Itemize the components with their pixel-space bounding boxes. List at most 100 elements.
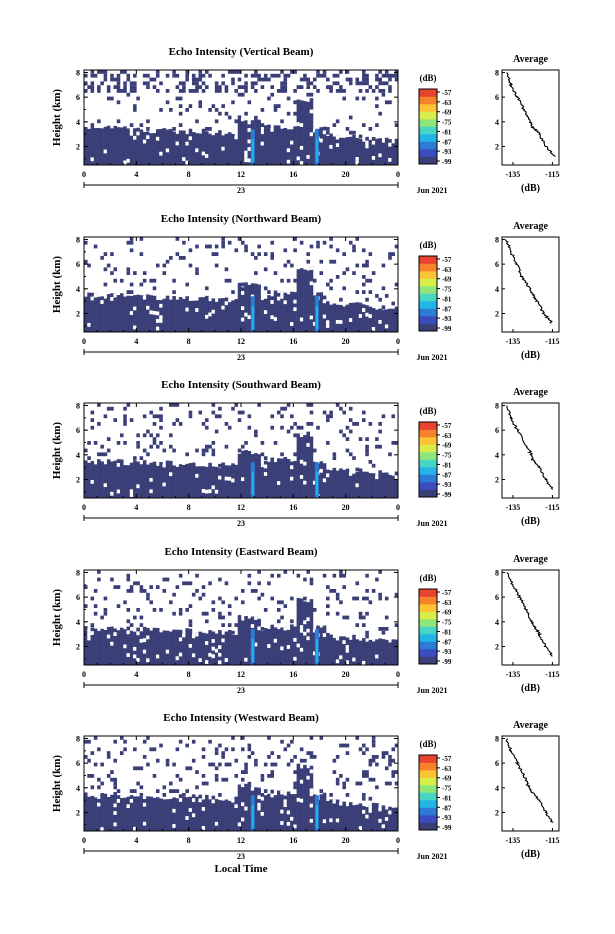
echo-cell bbox=[391, 441, 396, 445]
echo-cell bbox=[355, 467, 360, 472]
echo-cell bbox=[247, 100, 252, 105]
echo-column bbox=[241, 450, 245, 498]
echo-column bbox=[247, 781, 252, 831]
colorbar-swatch bbox=[419, 89, 437, 97]
echo-cell bbox=[329, 85, 333, 89]
echo-column bbox=[342, 801, 346, 831]
data-gap bbox=[136, 792, 140, 797]
echo-cell bbox=[368, 290, 373, 294]
echo-column bbox=[319, 794, 324, 831]
echo-cell bbox=[381, 305, 386, 310]
echo-cell bbox=[299, 425, 304, 430]
echo-cell bbox=[365, 747, 369, 752]
colorbar-swatch bbox=[419, 286, 437, 294]
echo-column bbox=[149, 630, 153, 665]
echo-cell bbox=[280, 70, 284, 74]
data-gap bbox=[286, 159, 291, 164]
echo-column bbox=[244, 282, 248, 332]
echo-cell bbox=[394, 77, 399, 82]
data-gap bbox=[254, 616, 258, 620]
echo-column bbox=[126, 128, 131, 165]
echo-cell bbox=[211, 762, 216, 767]
echo-cell bbox=[155, 585, 160, 589]
echo-cell bbox=[345, 743, 350, 748]
echo-cell bbox=[106, 89, 111, 93]
echo-cell bbox=[169, 789, 173, 793]
data-gap bbox=[211, 646, 216, 651]
data-gap bbox=[309, 281, 314, 286]
echo-cell bbox=[214, 774, 219, 778]
echo-column bbox=[394, 138, 399, 165]
echo-cell bbox=[185, 452, 189, 457]
echo-cell bbox=[97, 89, 101, 93]
echo-cell bbox=[365, 278, 369, 283]
echo-cell bbox=[384, 294, 389, 298]
echo-cell bbox=[267, 755, 271, 759]
colorbar-swatch bbox=[419, 422, 437, 430]
data-gap bbox=[293, 637, 297, 642]
data-gap bbox=[296, 122, 301, 127]
echo-cell bbox=[198, 85, 203, 89]
colorbar-swatch bbox=[419, 104, 437, 112]
echo-cell bbox=[309, 410, 314, 415]
data-gap bbox=[129, 128, 134, 132]
echo-cell bbox=[273, 104, 278, 108]
echo-cell bbox=[384, 81, 389, 86]
echo-cell bbox=[335, 73, 340, 78]
echo-cell bbox=[237, 418, 242, 422]
echo-cell bbox=[116, 81, 121, 86]
echo-cell bbox=[195, 119, 199, 124]
echo-cell bbox=[355, 736, 360, 740]
echo-cell bbox=[155, 414, 160, 419]
echo-cell bbox=[103, 414, 108, 419]
data-gap bbox=[172, 808, 176, 813]
colorbar-tick-label: -75 bbox=[442, 785, 452, 793]
echo-cell bbox=[348, 240, 353, 245]
echo-cell bbox=[106, 755, 111, 759]
x-tick-label: 20 bbox=[342, 170, 350, 179]
echo-cell bbox=[214, 244, 219, 249]
echo-cell bbox=[224, 762, 229, 767]
data-gap bbox=[224, 658, 229, 662]
echo-cell bbox=[342, 433, 346, 438]
colorbar-swatch bbox=[419, 323, 437, 332]
echo-cell bbox=[221, 600, 225, 605]
profile-y-tick-label: 2 bbox=[495, 309, 499, 318]
echo-cell bbox=[113, 77, 118, 82]
echo-cell bbox=[299, 85, 304, 89]
echo-cell bbox=[257, 252, 261, 256]
echo-cell bbox=[133, 73, 137, 78]
echo-cell bbox=[286, 73, 291, 78]
echo-cell bbox=[162, 785, 167, 790]
echo-cell bbox=[283, 85, 288, 89]
data-gap bbox=[198, 798, 203, 803]
echo-cell bbox=[355, 96, 360, 101]
bright-echo-core bbox=[251, 472, 254, 495]
echo-cell bbox=[378, 592, 382, 597]
echo-cell bbox=[348, 429, 353, 434]
echo-cell bbox=[152, 437, 157, 441]
echo-cell bbox=[257, 244, 261, 249]
data-gap bbox=[159, 303, 163, 308]
echo-cell bbox=[371, 271, 376, 275]
echo-cell bbox=[260, 77, 265, 82]
echo-cell bbox=[283, 77, 288, 82]
x-tick-label: 8 bbox=[187, 170, 191, 179]
echo-column bbox=[329, 634, 333, 665]
echo-column bbox=[234, 464, 239, 498]
colorbar-swatch bbox=[419, 626, 437, 635]
echo-column bbox=[371, 641, 376, 665]
echo-cell bbox=[211, 448, 216, 453]
echo-column bbox=[247, 618, 252, 665]
data-gap bbox=[368, 314, 373, 319]
echo-column bbox=[358, 640, 363, 665]
data-gap bbox=[142, 638, 147, 643]
echo-column bbox=[211, 795, 216, 831]
echo-cell bbox=[263, 252, 268, 256]
echo-cell bbox=[254, 429, 258, 434]
echo-cell bbox=[185, 77, 189, 82]
x-tick-label: 0 bbox=[82, 170, 86, 179]
data-gap bbox=[100, 827, 104, 831]
data-gap bbox=[97, 795, 101, 799]
